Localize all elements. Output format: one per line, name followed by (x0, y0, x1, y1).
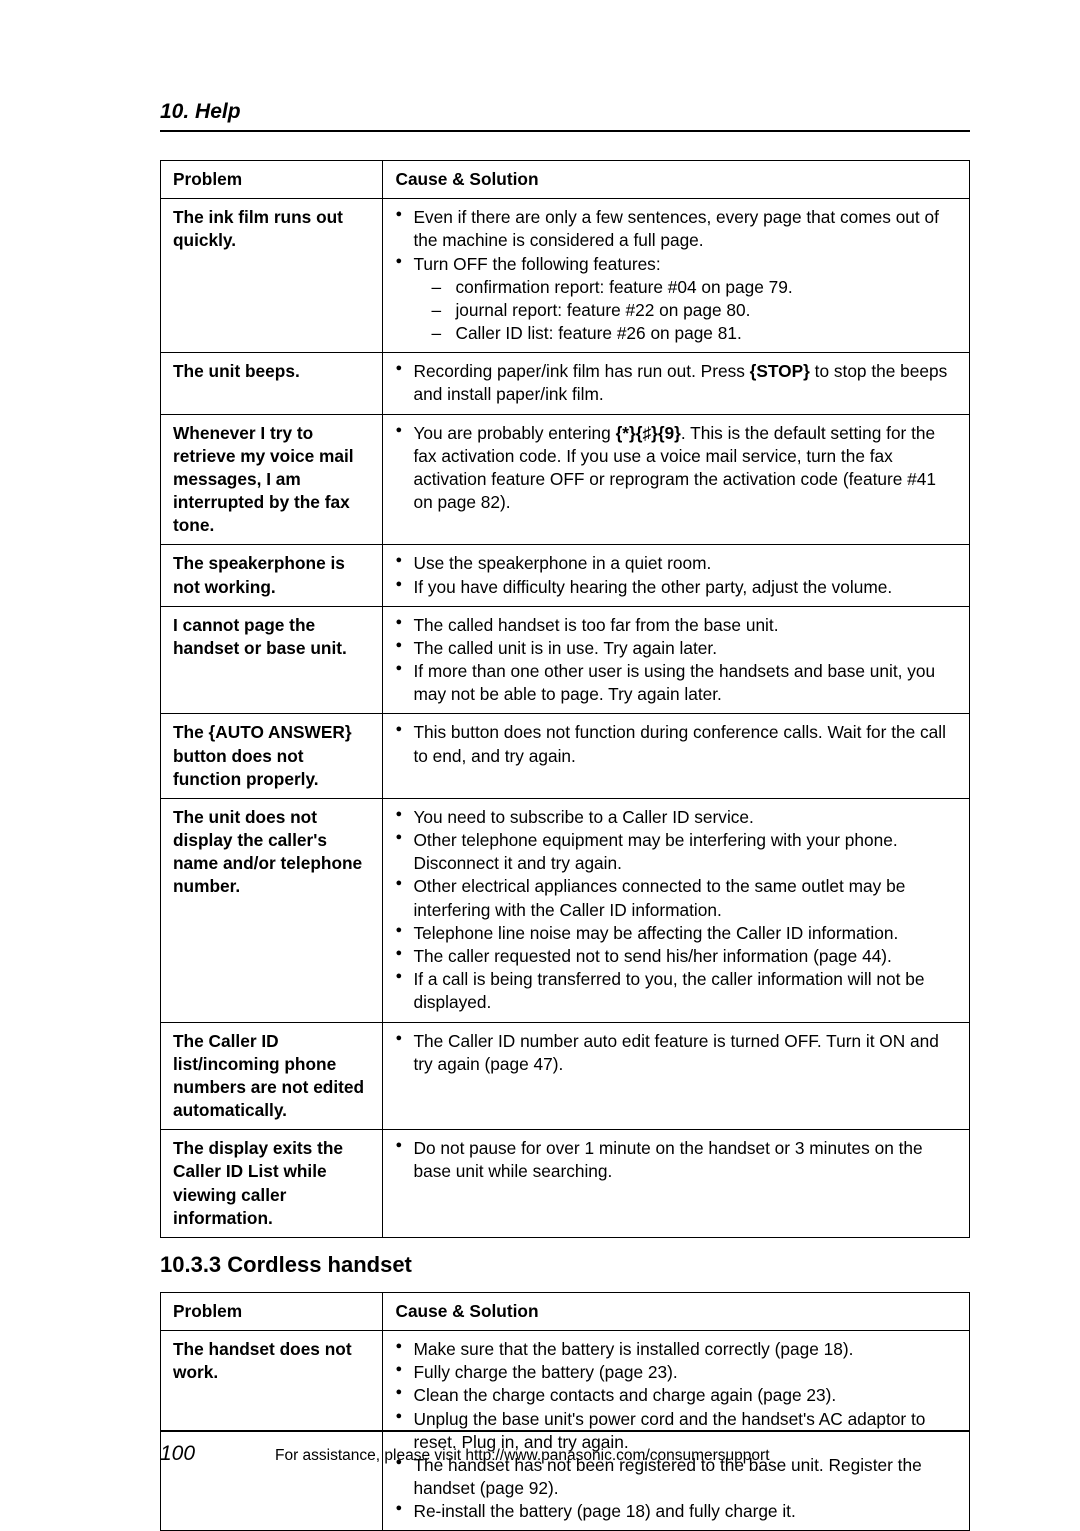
bullet-item: The Caller ID number auto edit feature i… (395, 1030, 959, 1076)
bullet-item: This button does not function during con… (395, 721, 959, 767)
problem-cell: The {AUTO ANSWER} button does not functi… (161, 714, 383, 799)
bullet-item: Recording paper/ink film has run out. Pr… (395, 360, 959, 406)
problem-cell: The unit beeps. (161, 353, 383, 414)
col-problem: Problem (161, 1292, 383, 1330)
bullet-item: Fully charge the battery (page 23). (395, 1361, 959, 1384)
table-row: I cannot page the handset or base unit. T… (161, 606, 970, 714)
page: 10. Help Problem Cause & Solution The in… (0, 0, 1080, 1528)
bullet-item: Telephone line noise may be affecting th… (395, 922, 959, 945)
bullet-item: Make sure that the battery is installed … (395, 1338, 959, 1361)
dash-item: Caller ID list: feature #26 on page 81. (431, 322, 959, 345)
col-solution: Cause & Solution (383, 161, 970, 199)
col-problem: Problem (161, 161, 383, 199)
problem-cell: The Caller ID list/incoming phone number… (161, 1022, 383, 1130)
solution-cell: The Caller ID number auto edit feature i… (383, 1022, 970, 1130)
bullet-item: Do not pause for over 1 minute on the ha… (395, 1137, 959, 1183)
solution-cell: You are probably entering {*}{♯}{9}. Thi… (383, 414, 970, 545)
bullet-item: Re-install the battery (page 18) and ful… (395, 1500, 959, 1523)
solution-cell: This button does not function during con… (383, 714, 970, 799)
section-header: 10. Help (160, 100, 970, 132)
bullet-item: You need to subscribe to a Caller ID ser… (395, 806, 959, 829)
bullet-item: If you have difficulty hearing the other… (395, 576, 959, 599)
problem-cell: The unit does not display the caller's n… (161, 798, 383, 1022)
bullet-item: Other electrical appliances connected to… (395, 875, 959, 921)
troubleshoot-table-2: Problem Cause & Solution The handset doe… (160, 1292, 970, 1531)
footer-text: For assistance, please visit http://www.… (275, 1447, 770, 1465)
bullet-item: If a call is being transferred to you, t… (395, 968, 959, 1014)
problem-cell: The display exits the Caller ID List whi… (161, 1130, 383, 1238)
bullet-item: If more than one other user is using the… (395, 660, 959, 706)
bullet-item: Turn OFF the following features:confirma… (395, 253, 959, 346)
solution-cell: The called handset is too far from the b… (383, 606, 970, 714)
table-row: The ink film runs out quickly. Even if th… (161, 199, 970, 353)
solution-cell: Use the speakerphone in a quiet room.If … (383, 545, 970, 606)
bullet-item: Use the speakerphone in a quiet room. (395, 552, 959, 575)
bullet-item: Even if there are only a few sentences, … (395, 206, 959, 252)
bullet-item: The called unit is in use. Try again lat… (395, 637, 959, 660)
bullet-item: The called handset is too far from the b… (395, 614, 959, 637)
dash-item: confirmation report: feature #04 on page… (431, 276, 959, 299)
solution-cell: You need to subscribe to a Caller ID ser… (383, 798, 970, 1022)
footer: 100 For assistance, please visit http://… (160, 1430, 970, 1466)
table-row: The Caller ID list/incoming phone number… (161, 1022, 970, 1130)
solution-cell: Do not pause for over 1 minute on the ha… (383, 1130, 970, 1238)
bullet-item: You are probably entering {*}{♯}{9}. Thi… (395, 422, 959, 515)
solution-cell: Recording paper/ink film has run out. Pr… (383, 353, 970, 414)
dash-item: journal report: feature #22 on page 80. (431, 299, 959, 322)
page-number: 100 (160, 1442, 275, 1466)
problem-cell: Whenever I try to retrieve my voice mail… (161, 414, 383, 545)
table-row: The unit beeps. Recording paper/ink film … (161, 353, 970, 414)
bullet-item: Other telephone equipment may be interfe… (395, 829, 959, 875)
problem-cell: The ink film runs out quickly. (161, 199, 383, 353)
bullet-item: The caller requested not to send his/her… (395, 945, 959, 968)
problem-cell: I cannot page the handset or base unit. (161, 606, 383, 714)
bullet-item: Clean the charge contacts and charge aga… (395, 1384, 959, 1407)
col-solution: Cause & Solution (383, 1292, 970, 1330)
troubleshoot-table-1: Problem Cause & Solution The ink film ru… (160, 160, 970, 1238)
subsection-title: 10.3.3 Cordless handset (160, 1252, 970, 1278)
solution-cell: Even if there are only a few sentences, … (383, 199, 970, 353)
table-row: The speakerphone is not working.Use the … (161, 545, 970, 606)
table-row: The {AUTO ANSWER} button does not functi… (161, 714, 970, 799)
table-row: The display exits the Caller ID List whi… (161, 1130, 970, 1238)
problem-cell: The speakerphone is not working. (161, 545, 383, 606)
table-row: Whenever I try to retrieve my voice mail… (161, 414, 970, 545)
table-row: The unit does not display the caller's n… (161, 798, 970, 1022)
